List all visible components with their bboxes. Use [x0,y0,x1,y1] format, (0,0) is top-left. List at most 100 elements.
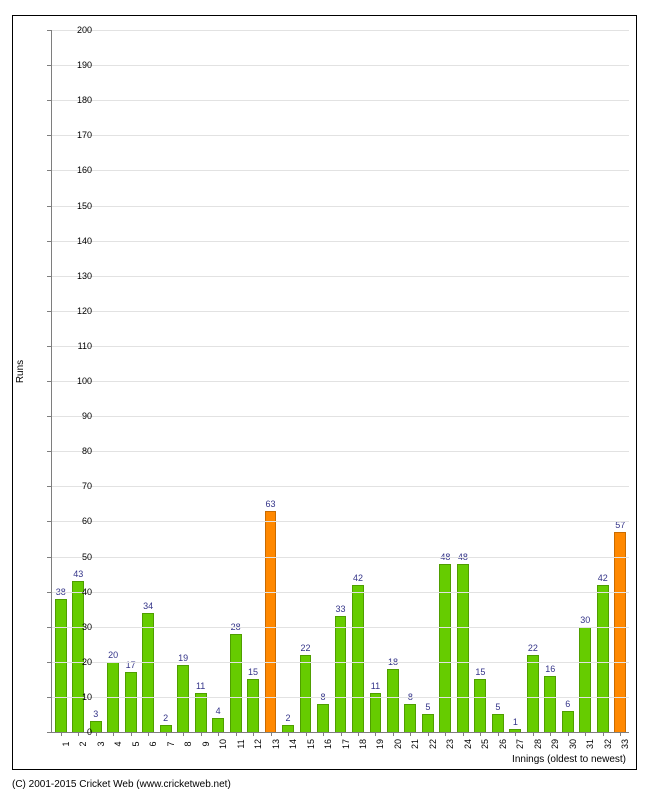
y-tick-label: 120 [62,306,92,316]
bar-value-label: 42 [598,573,608,583]
bar-value-label: 30 [580,615,590,625]
gridline [52,135,629,136]
y-tick-mark [47,627,51,628]
y-tick-label: 200 [62,25,92,35]
bar [597,585,609,732]
y-tick-label: 100 [62,376,92,386]
y-tick-label: 50 [62,552,92,562]
x-tick-mark [480,732,481,736]
x-tick-mark [271,732,272,736]
y-tick-mark [47,311,51,312]
x-tick-mark [113,732,114,736]
bar-value-label: 4 [216,706,221,716]
x-tick-mark [148,732,149,736]
x-tick-mark [253,732,254,736]
x-tick-label: 22 [428,739,438,749]
bar [265,511,277,732]
x-tick-mark [428,732,429,736]
gridline [52,381,629,382]
x-tick-label: 24 [463,739,473,749]
y-tick-mark [47,416,51,417]
bar [125,672,137,732]
x-tick-mark [358,732,359,736]
x-tick-mark [393,732,394,736]
x-tick-mark [166,732,167,736]
x-tick-mark [183,732,184,736]
x-tick-mark [96,732,97,736]
x-tick-mark [201,732,202,736]
y-tick-label: 40 [62,587,92,597]
x-tick-label: 29 [550,739,560,749]
gridline [52,486,629,487]
bar-value-label: 15 [475,667,485,677]
y-tick-label: 90 [62,411,92,421]
y-tick-mark [47,241,51,242]
x-tick-mark [306,732,307,736]
x-tick-label: 5 [131,741,141,746]
gridline [52,311,629,312]
bar [544,676,556,732]
gridline [52,627,629,628]
bar-value-label: 5 [495,702,500,712]
bar-value-label: 63 [266,499,276,509]
x-tick-mark [533,732,534,736]
bar-value-label: 2 [163,713,168,723]
bar [404,704,416,732]
bar-value-label: 5 [425,702,430,712]
x-tick-label: 2 [78,741,88,746]
bar-value-label: 22 [528,643,538,653]
y-tick-mark [47,65,51,66]
x-tick-label: 9 [201,741,211,746]
y-tick-mark [47,346,51,347]
bar [317,704,329,732]
x-tick-mark [515,732,516,736]
y-tick-label: 20 [62,657,92,667]
y-tick-mark [47,276,51,277]
x-tick-mark [445,732,446,736]
gridline [52,65,629,66]
bar [195,693,207,732]
x-tick-label: 21 [410,739,420,749]
bar [422,714,434,732]
x-tick-label: 11 [236,739,246,748]
bar [247,679,259,732]
bar-value-label: 34 [143,601,153,611]
bar [212,718,224,732]
x-tick-mark [463,732,464,736]
bar [160,725,172,732]
bar-value-label: 22 [301,643,311,653]
bar-value-label: 15 [248,667,258,677]
bar [352,585,364,732]
x-tick-mark [410,732,411,736]
x-tick-mark [323,732,324,736]
y-tick-label: 30 [62,622,92,632]
x-tick-label: 28 [533,739,543,749]
bar [282,725,294,732]
x-tick-mark [131,732,132,736]
x-tick-mark [585,732,586,736]
x-tick-mark [341,732,342,736]
y-tick-mark [47,170,51,171]
x-tick-label: 31 [585,739,595,749]
y-tick-label: 130 [62,271,92,281]
x-tick-mark [568,732,569,736]
bar-value-label: 20 [108,650,118,660]
bar-value-label: 42 [353,573,363,583]
x-tick-label: 10 [218,739,228,749]
gridline [52,451,629,452]
gridline [52,521,629,522]
copyright-text: (C) 2001-2015 Cricket Web (www.cricketwe… [12,779,231,790]
bar-value-label: 1 [513,717,518,727]
x-tick-mark [603,732,604,736]
y-tick-label: 170 [62,130,92,140]
gridline [52,241,629,242]
y-tick-label: 0 [62,727,92,737]
gridline [52,592,629,593]
x-tick-label: 27 [515,739,525,749]
y-tick-mark [47,451,51,452]
x-tick-label: 20 [393,739,403,749]
bar [335,616,347,732]
gridline [52,276,629,277]
y-tick-mark [47,662,51,663]
bar-value-label: 6 [565,699,570,709]
